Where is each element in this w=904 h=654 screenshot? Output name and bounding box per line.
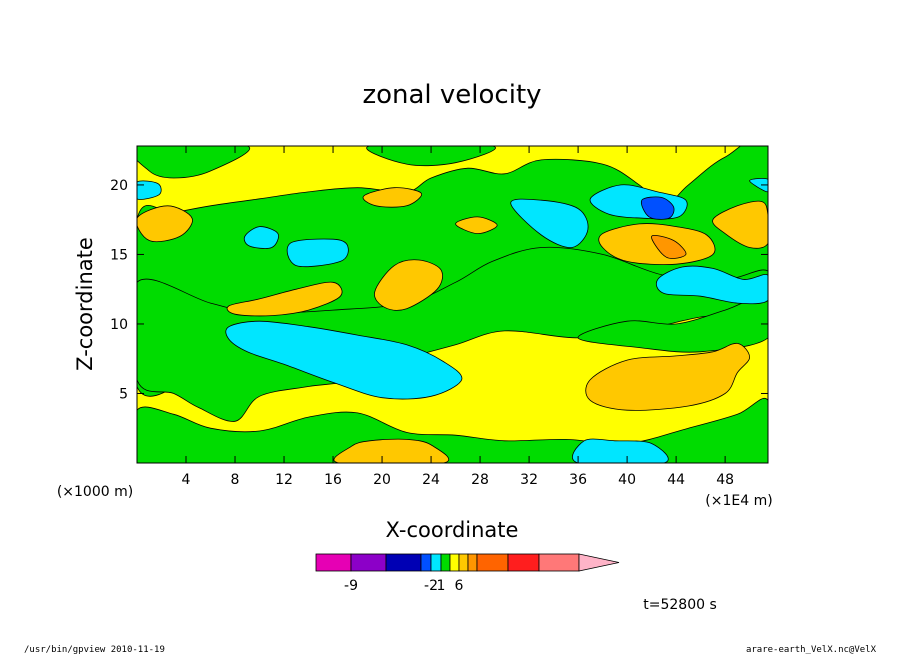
x-unit-label: (×1000 m) (57, 484, 133, 500)
contour-region-cyan (286, 238, 349, 268)
colorbar-swatch (350, 553, 387, 572)
time-label: t=52800 s (643, 597, 717, 613)
contour-region-cyan (572, 438, 669, 463)
x-tick-label: 16 (324, 472, 342, 488)
contour-region-green (137, 146, 251, 179)
colorbar-swatch (449, 553, 460, 572)
colorbar-swatch (458, 553, 469, 572)
x-tick-label: 12 (275, 472, 293, 488)
x-tick-label: 44 (667, 472, 685, 488)
colorbar-swatch (420, 553, 432, 572)
contour-regions (137, 146, 768, 463)
y-tick-label: 5 (119, 386, 128, 402)
y-axis-label: Z-coordinate (73, 237, 97, 371)
footer-right: arare-earth_VelX.nc@VelX (746, 645, 877, 654)
colorbar-label: 1 (437, 578, 446, 594)
contour-region-orange (374, 259, 443, 311)
x-tick-label: 48 (716, 472, 734, 488)
contour-region-green (577, 294, 768, 353)
contour-region-cyan (510, 198, 589, 248)
colorbar: -9 -21 6 (315, 553, 620, 594)
colorbar-swatch (430, 553, 442, 572)
contour-region-orange (362, 187, 422, 208)
x-axis-label: X-coordinate (386, 518, 519, 542)
x-tick-label: 28 (471, 472, 489, 488)
colorbar-swatch (538, 553, 580, 572)
colorbar-swatch (440, 553, 451, 572)
contour-region-orange (455, 216, 498, 235)
contour-region-orange (712, 200, 768, 249)
x-tick-label: 32 (520, 472, 538, 488)
contour-region-green (366, 146, 496, 167)
x-tick-label: 36 (569, 472, 587, 488)
contour-region-cyan (243, 226, 279, 249)
y-tick-label: 10 (110, 317, 128, 333)
contour-region-blue (640, 196, 675, 220)
colorbar-swatch (507, 553, 540, 572)
colorbar-swatch (467, 553, 478, 572)
colorbar-extend-arrow (578, 553, 620, 572)
contour-region-orange (226, 281, 343, 317)
footer-left: /usr/bin/gpview 2010-11-19 (24, 645, 165, 654)
x-tick-label: 40 (618, 472, 636, 488)
chart-title: zonal velocity (362, 80, 541, 110)
x-tick-label: 8 (231, 472, 240, 488)
colorbar-label: -9 (344, 578, 358, 594)
y-unit-label: (×1E4 m) (705, 493, 772, 509)
contour-region-orange (585, 342, 751, 411)
colorbar-swatch (315, 553, 352, 572)
plot-frame (136, 145, 769, 464)
x-tick-label: 24 (422, 472, 440, 488)
y-tick-label: 20 (110, 178, 128, 194)
contour-region-cyan (137, 180, 162, 200)
contour-region-darkorange (651, 235, 687, 259)
colorbar-label: -2 (424, 578, 438, 594)
colorbar-swatch (385, 553, 422, 572)
contour-region-cyan (749, 178, 768, 193)
plot-area (136, 145, 769, 464)
contour-region-orange (333, 438, 450, 463)
x-tick-label: 4 (182, 472, 191, 488)
contour-region-orange (137, 205, 193, 243)
y-axis-ticks: 5 10 15 20 (110, 178, 768, 402)
contour-region-cyan (655, 265, 768, 305)
x-axis-ticks: 4 8 12 16 20 24 28 32 36 40 44 48 (182, 146, 734, 488)
colorbar-swatch (476, 553, 509, 572)
contour-region-cyan (225, 320, 463, 400)
x-tick-label: 20 (373, 472, 391, 488)
colorbar-label: 6 (455, 578, 464, 594)
y-tick-label: 15 (110, 247, 128, 263)
